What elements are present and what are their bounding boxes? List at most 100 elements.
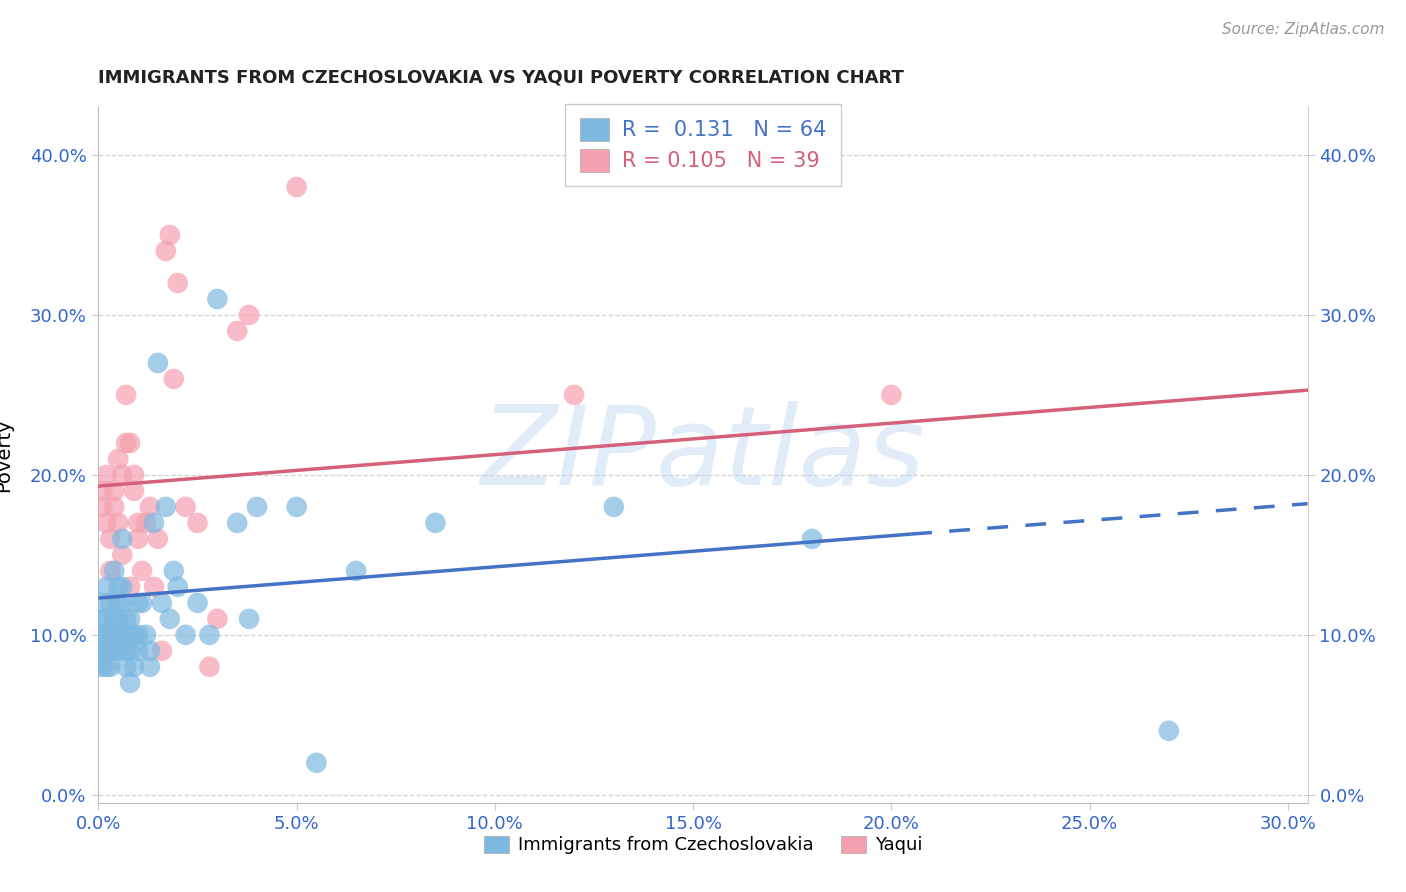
Point xyxy=(131,596,153,610)
Point xyxy=(139,500,162,514)
Point xyxy=(96,580,118,594)
Point xyxy=(150,644,173,658)
Point xyxy=(186,516,208,530)
Point xyxy=(111,580,134,594)
Point xyxy=(111,596,134,610)
Point xyxy=(107,612,129,626)
Point xyxy=(111,548,134,562)
Point xyxy=(120,580,142,594)
Point xyxy=(107,644,129,658)
Point xyxy=(111,628,134,642)
Point xyxy=(344,564,367,578)
Point xyxy=(120,644,142,658)
Point xyxy=(96,467,118,482)
Text: ZIPatlas: ZIPatlas xyxy=(481,401,925,508)
Point xyxy=(246,500,269,514)
Point xyxy=(159,227,181,242)
Point xyxy=(98,596,121,610)
Point xyxy=(91,644,114,658)
Point xyxy=(91,628,114,642)
Point xyxy=(103,628,125,642)
Point xyxy=(98,644,121,658)
Point xyxy=(146,532,169,546)
Text: IMMIGRANTS FROM CZECHOSLOVAKIA VS YAQUI POVERTY CORRELATION CHART: IMMIGRANTS FROM CZECHOSLOVAKIA VS YAQUI … xyxy=(98,68,904,86)
Point xyxy=(103,483,125,498)
Point xyxy=(238,612,260,626)
Point xyxy=(207,292,229,306)
Point xyxy=(880,388,903,402)
Point xyxy=(174,500,197,514)
Point xyxy=(135,516,157,530)
Point xyxy=(122,660,145,674)
Text: Source: ZipAtlas.com: Source: ZipAtlas.com xyxy=(1222,22,1385,37)
Point xyxy=(142,580,165,594)
Point xyxy=(107,451,129,466)
Point xyxy=(96,644,118,658)
Point xyxy=(142,516,165,530)
Point xyxy=(107,516,129,530)
Point xyxy=(285,180,308,194)
Point xyxy=(98,532,121,546)
Point xyxy=(96,628,118,642)
Point xyxy=(91,612,114,626)
Point xyxy=(115,644,138,658)
Point xyxy=(127,644,149,658)
Point xyxy=(562,388,585,402)
Point xyxy=(801,532,824,546)
Point xyxy=(91,500,114,514)
Point xyxy=(91,596,114,610)
Point xyxy=(115,660,138,674)
Point xyxy=(603,500,626,514)
Point xyxy=(425,516,447,530)
Point xyxy=(91,660,114,674)
Point xyxy=(150,596,173,610)
Point xyxy=(1157,723,1180,738)
Point xyxy=(122,628,145,642)
Point xyxy=(174,628,197,642)
Point xyxy=(98,660,121,674)
Point xyxy=(285,500,308,514)
Point xyxy=(107,628,129,642)
Point xyxy=(96,516,118,530)
Point xyxy=(127,596,149,610)
Point xyxy=(198,628,221,642)
Point xyxy=(120,676,142,690)
Point xyxy=(111,532,134,546)
Point xyxy=(91,483,114,498)
Point xyxy=(127,628,149,642)
Point xyxy=(115,436,138,450)
Point xyxy=(127,516,149,530)
Point xyxy=(127,532,149,546)
Point xyxy=(146,356,169,370)
Point xyxy=(166,580,188,594)
Point xyxy=(226,516,249,530)
Point xyxy=(107,580,129,594)
Point xyxy=(103,564,125,578)
Point xyxy=(163,564,186,578)
Point xyxy=(226,324,249,338)
Y-axis label: Poverty: Poverty xyxy=(0,418,13,491)
Point xyxy=(96,612,118,626)
Point xyxy=(103,500,125,514)
Point xyxy=(120,628,142,642)
Point xyxy=(155,500,177,514)
Point xyxy=(98,628,121,642)
Point xyxy=(107,596,129,610)
Point xyxy=(96,660,118,674)
Point xyxy=(198,660,221,674)
Point xyxy=(166,276,188,290)
Point xyxy=(122,483,145,498)
Point xyxy=(103,644,125,658)
Point xyxy=(139,660,162,674)
Point xyxy=(115,388,138,402)
Point xyxy=(122,467,145,482)
Point xyxy=(155,244,177,258)
Point xyxy=(120,612,142,626)
Point xyxy=(131,564,153,578)
Point xyxy=(238,308,260,322)
Point xyxy=(111,467,134,482)
Point xyxy=(163,372,186,386)
Point xyxy=(305,756,328,770)
Point xyxy=(207,612,229,626)
Legend: Immigrants from Czechoslovakia, Yaqui: Immigrants from Czechoslovakia, Yaqui xyxy=(475,827,931,863)
